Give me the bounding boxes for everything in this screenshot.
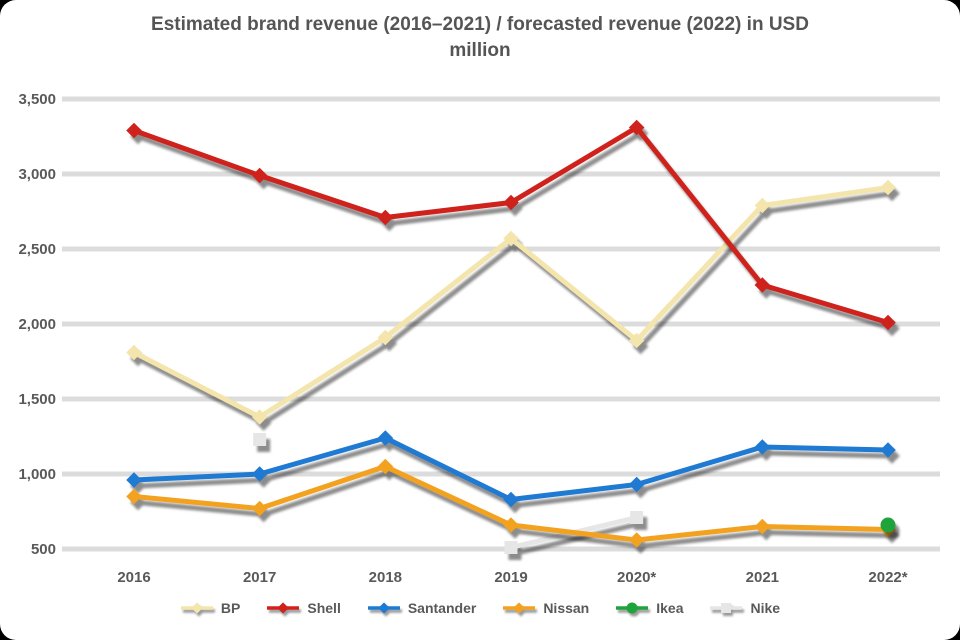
legend-swatch-icon	[616, 602, 649, 614]
data-point-marker	[754, 439, 771, 455]
series-bp	[126, 179, 896, 425]
legend-item-nissan[interactable]: Nissan	[502, 600, 589, 616]
y-tick-label: 3,500	[18, 91, 56, 108]
data-point-marker	[126, 488, 142, 505]
series-line	[131, 435, 891, 502]
series-shell	[126, 119, 896, 331]
legend-label: Nissan	[543, 600, 590, 616]
legend-swatch-icon	[367, 602, 400, 614]
legend-label: Nike	[750, 600, 781, 616]
series-line	[131, 185, 891, 420]
data-point-marker	[880, 314, 896, 331]
legend-label: Santander	[407, 600, 477, 616]
series-ikea	[880, 517, 896, 533]
legend-label: Shell	[307, 600, 341, 616]
y-tick-label: 2,500	[18, 241, 56, 258]
y-tick-label: 500	[31, 541, 56, 558]
legend-item-ikea[interactable]: Ikea	[615, 600, 683, 616]
x-tick-label: 2018	[369, 569, 402, 586]
data-point-marker	[880, 442, 896, 458]
chart-title-line1: Estimated brand revenue (2016–2021) / fo…	[151, 14, 809, 35]
legend-swatch-icon	[503, 602, 536, 614]
x-tick-label: 2017	[243, 569, 276, 586]
data-point-marker	[880, 517, 896, 533]
data-point-marker	[754, 518, 771, 535]
y-tick-label: 1,500	[18, 391, 56, 408]
x-tick-label: 2020*	[617, 569, 656, 586]
data-point-marker	[503, 517, 519, 533]
x-tick-label: 2022*	[868, 569, 907, 586]
y-tick-label: 3,000	[18, 166, 56, 183]
data-point-marker	[628, 476, 645, 493]
data-point-marker	[251, 500, 268, 517]
legend-swatch-icon	[710, 603, 743, 613]
data-point-marker	[253, 433, 267, 446]
legend-label: Ikea	[656, 600, 684, 616]
data-point-marker	[126, 344, 142, 361]
data-point-marker	[251, 167, 268, 184]
x-tick-label: 2021	[746, 569, 779, 586]
data-point-marker	[504, 541, 518, 554]
series-santander	[126, 430, 896, 508]
data-point-marker	[503, 194, 519, 211]
data-point-marker	[754, 197, 771, 214]
legend-item-nike[interactable]: Nike	[709, 600, 780, 616]
data-point-marker	[377, 209, 394, 226]
legend-item-santander[interactable]: Santander	[367, 600, 476, 616]
legend-label: BP	[220, 600, 241, 616]
x-tick-label: 2019	[494, 569, 527, 586]
data-point-marker	[251, 466, 268, 482]
chart-title: Estimated brand revenue (2016–2021) / fo…	[0, 12, 960, 64]
legend-item-shell[interactable]: Shell	[266, 600, 341, 616]
data-point-marker	[251, 409, 268, 425]
data-point-marker	[503, 230, 519, 247]
y-tick-label: 1,000	[18, 466, 56, 483]
chart-title-line2: million	[449, 40, 511, 61]
legend-swatch-icon	[267, 602, 300, 614]
series-line	[131, 125, 891, 325]
data-point-marker	[628, 532, 645, 548]
y-tick-label: 2,000	[18, 316, 56, 333]
data-point-marker	[126, 472, 142, 488]
legend-swatch-icon	[180, 602, 213, 614]
legend-item-bp[interactable]: BP	[180, 600, 240, 616]
x-tick-label: 2016	[117, 569, 150, 586]
data-point-marker	[880, 179, 896, 196]
legend: BP Shell Santander Nissan Ikea Nike	[0, 600, 960, 616]
data-point-marker	[126, 122, 142, 139]
data-point-marker	[630, 511, 644, 524]
